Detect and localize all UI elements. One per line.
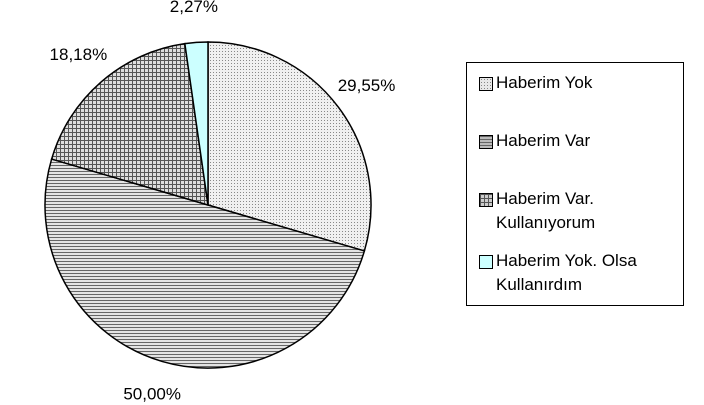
legend-label: Haberim Yok. Olsa Kullanırdım: [496, 251, 637, 294]
slice-label: 2,27%: [170, 0, 218, 16]
legend-entry: Haberim Var: [479, 129, 673, 153]
legend-swatch: [479, 255, 493, 269]
legend-label: Haberim Var: [496, 131, 591, 150]
legend-entry: Haberim Yok. Olsa Kullanırdım: [479, 249, 673, 297]
legend-swatch: [479, 77, 493, 91]
pie-slice: [207, 41, 372, 252]
legend: Haberim Yok Haberim Var Haberim Var. Kulla…: [466, 62, 684, 306]
slice-label: 18,18%: [50, 45, 108, 64]
legend-swatch: [479, 135, 493, 149]
legend-label: Haberim Var. Kullanıyorum: [496, 189, 596, 232]
pie-slice: [183, 41, 209, 206]
legend-entry: Haberim Yok: [479, 71, 673, 95]
slice-label: 50,00%: [123, 384, 181, 403]
pie-slice: [50, 42, 209, 207]
legend-swatch: [479, 193, 493, 207]
legend-entry: Haberim Var. Kullanıyorum: [479, 187, 673, 235]
slice-label: 29,55%: [338, 76, 396, 95]
pie-slice: [44, 158, 366, 369]
legend-label: Haberim Yok: [496, 73, 593, 92]
